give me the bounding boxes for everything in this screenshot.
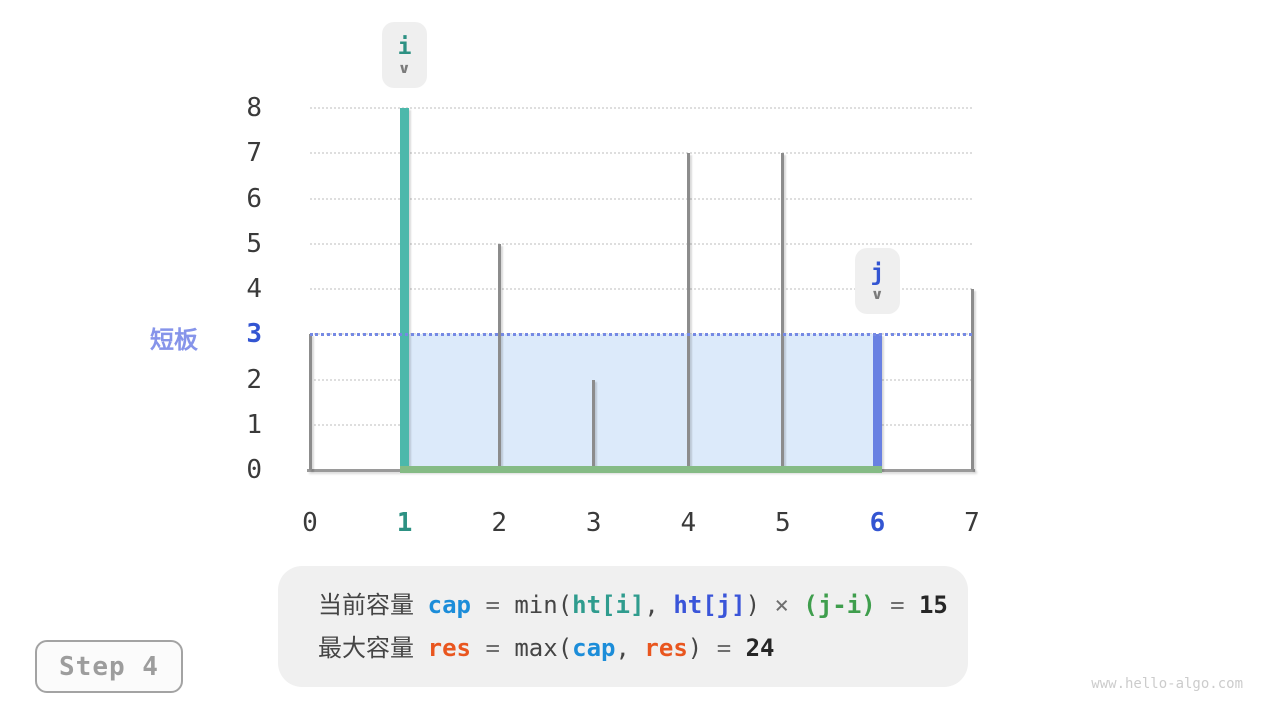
- arrow-down-icon: ∨: [398, 60, 411, 77]
- bar-2: [497, 243, 501, 470]
- pointer-badge-i: i ∨: [382, 22, 428, 88]
- bar-7: [970, 289, 974, 470]
- y-tick-label-4: 4: [246, 274, 262, 304]
- y-tick-label-3: 3: [246, 319, 262, 350]
- pointer-i-label: i: [397, 33, 412, 60]
- water-base-line: [400, 466, 882, 473]
- formula-segment: res: [644, 634, 688, 662]
- x-tick-label-1: 1: [396, 508, 413, 538]
- bar-6: [872, 334, 882, 470]
- y-tick-label-2: 2: [246, 364, 262, 395]
- x-tick-label-2: 2: [491, 508, 507, 538]
- gridline-y8: [310, 107, 972, 109]
- y-tick-label-8: 8: [246, 93, 262, 123]
- y-tick-label-5: 5: [246, 228, 262, 259]
- gridline-y6: [310, 197, 972, 200]
- bar-4: [686, 153, 690, 470]
- y-tick-label-1: 1: [246, 409, 262, 440]
- y-tick-label-0: 0: [246, 455, 262, 485]
- x-tick-label-5: 5: [775, 508, 791, 538]
- gridline-y4: [310, 288, 972, 290]
- x-tick-label-4: 4: [680, 508, 697, 538]
- bar-5: [781, 153, 785, 470]
- formula-segment: res: [427, 634, 471, 662]
- short-board-label: 短板: [150, 326, 198, 354]
- formula-segment: =: [471, 634, 515, 662]
- formula-segment: cap: [427, 591, 471, 619]
- formula-segment: 15: [918, 591, 948, 619]
- formula-segment: ,: [615, 634, 645, 662]
- formula-box: 当前容量 cap = min(ht[i], ht[j]) × (j-i) = 1…: [278, 566, 968, 687]
- pointer-badge-j: j ∨: [854, 248, 900, 314]
- bar-0: [308, 334, 312, 470]
- bar-3: [592, 379, 596, 470]
- x-tick-label-7: 7: [964, 508, 980, 538]
- formula-segment: =: [875, 591, 919, 619]
- formula-segment: ×: [774, 591, 804, 619]
- formula-segment: cap: [572, 634, 616, 662]
- formula-segment: =: [716, 634, 746, 662]
- y-tick-label-7: 7: [246, 138, 262, 169]
- y-tick-label-6: 6: [246, 183, 262, 214]
- formula-segment: ,: [644, 591, 674, 619]
- formula-segment: ): [687, 634, 717, 662]
- bar-1: [400, 108, 410, 470]
- formula-segment: ht[j]: [673, 591, 746, 619]
- formula-segment: ht[i]: [572, 591, 645, 619]
- formula-segment: min(: [514, 591, 573, 619]
- watermark: www.hello-algo.com: [1091, 676, 1243, 692]
- formula-segment: ): [745, 591, 775, 619]
- formula-segment: max(: [514, 634, 573, 662]
- formula-segment: 24: [745, 634, 775, 662]
- x-tick-label-6: 6: [869, 508, 886, 538]
- formula-line-max-capacity: 最大容量 res = max(cap, res) = 24: [318, 633, 968, 663]
- short-board-level-line: [310, 333, 972, 337]
- water-fill-area: [404, 334, 878, 470]
- x-tick-label-3: 3: [585, 508, 602, 538]
- pointer-j-label: j: [870, 259, 885, 286]
- x-tick-label-0: 0: [302, 508, 318, 538]
- formula-line-current-capacity: 当前容量 cap = min(ht[i], ht[j]) × (j-i) = 1…: [318, 590, 968, 620]
- gridline-y7: [310, 152, 972, 155]
- formula-segment: 当前容量: [318, 591, 422, 619]
- arrow-down-icon: ∨: [871, 286, 884, 303]
- gridline-y5: [310, 242, 972, 245]
- formula-segment: 最大容量: [318, 634, 422, 662]
- formula-segment: =: [471, 591, 515, 619]
- step-badge: Step 4: [35, 640, 183, 693]
- formula-segment: (j-i): [803, 591, 876, 619]
